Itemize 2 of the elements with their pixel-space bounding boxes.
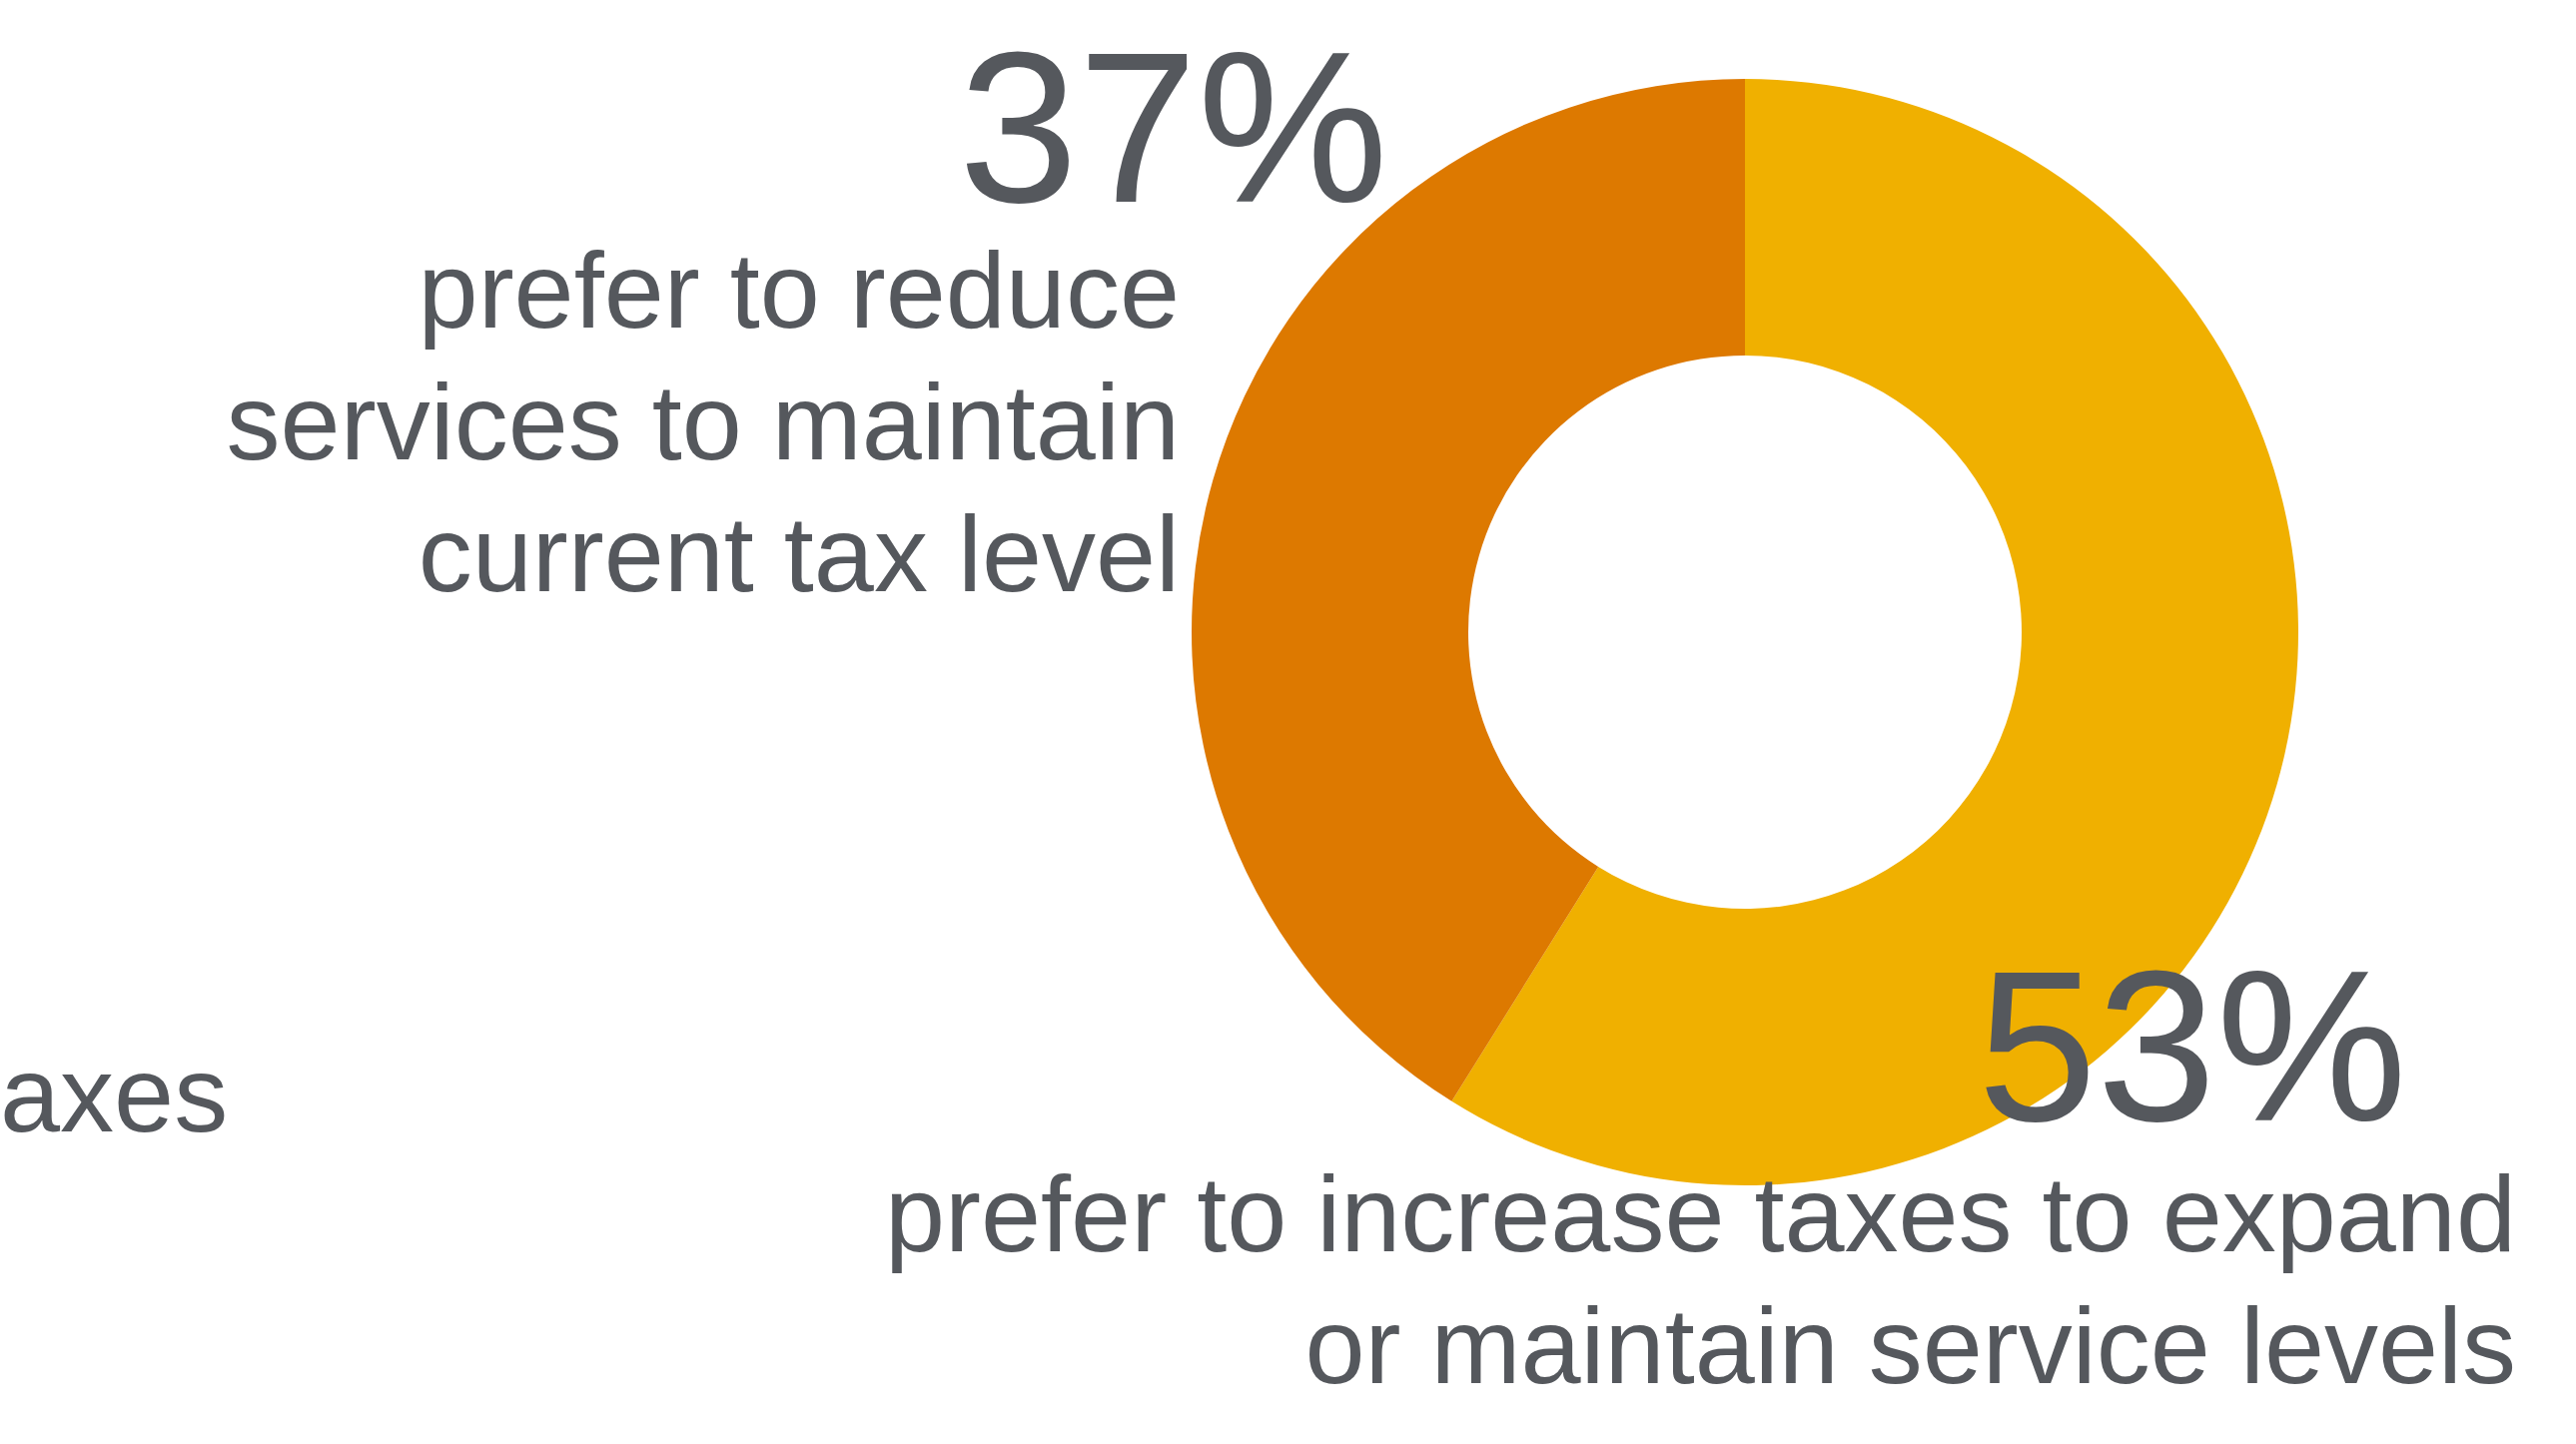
text: axes bbox=[0, 1033, 229, 1156]
slice-label: prefer to increase taxes to expand or maintain service levels bbox=[884, 1152, 2516, 1408]
